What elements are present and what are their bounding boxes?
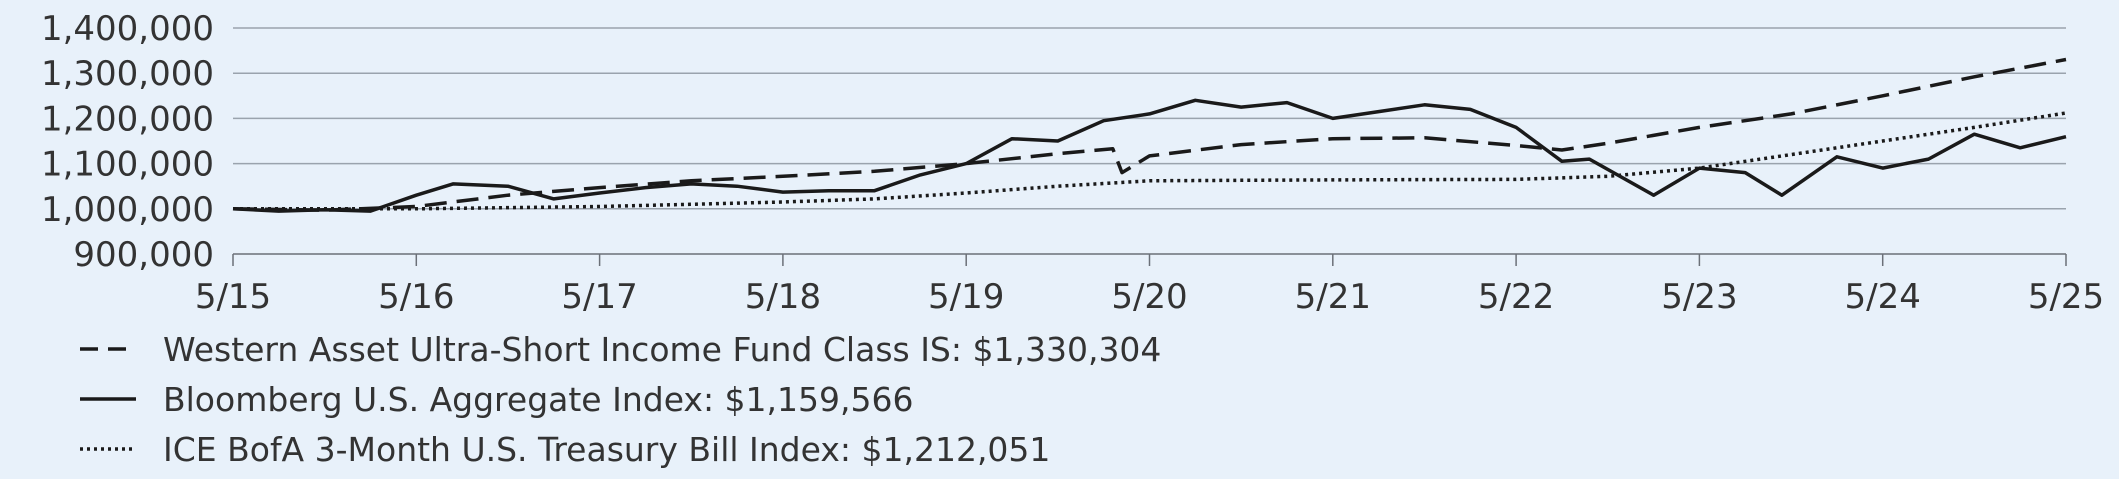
x-tick-label: 5/25: [2028, 277, 2104, 317]
y-axis-labels: 900,000 1,000,000 1,100,000 1,200,000 1,300,…: [41, 9, 214, 275]
legend-label: ICE BofA 3-Month U.S. Treasury Bill Inde…: [163, 430, 1050, 469]
x-tick-label: 5/19: [928, 277, 1004, 317]
x-tick-label: 5/24: [1845, 277, 1921, 317]
x-tick-label: 5/21: [1295, 277, 1371, 317]
x-tick-label: 5/16: [378, 277, 454, 317]
y-tick-label: 900,000: [73, 235, 214, 275]
series-line-solid: [232, 98, 2067, 213]
y-tick-label: 1,000,000: [41, 190, 214, 230]
x-axis-labels: 5/15 5/16 5/17 5/18 5/19 5/20 5/21 5/22 5/23 5/24…: [195, 277, 2104, 317]
x-tick-label: 5/23: [1661, 277, 1737, 317]
y-tick-label: 1,300,000: [41, 54, 214, 94]
legend: Western Asset Ultra-Short Income Fund Cl…: [80, 330, 1161, 469]
y-tick-label: 1,200,000: [41, 99, 214, 139]
series-lines: [232, 57, 2067, 213]
series-line-dotted: [233, 111, 2067, 211]
legend-label: Bloomberg U.S. Aggregate Index: $1,159,5…: [163, 380, 914, 419]
x-tick-label: 5/18: [745, 277, 821, 317]
x-tick-label: 5/17: [561, 277, 637, 317]
legend-label: Western Asset Ultra-Short Income Fund Cl…: [163, 330, 1161, 369]
x-tick-label: 5/22: [1478, 277, 1554, 317]
y-tick-label: 1,400,000: [41, 9, 214, 49]
x-tick-label: 5/20: [1111, 277, 1187, 317]
y-tick-label: 1,100,000: [41, 145, 214, 185]
x-axis-ticks: [232, 254, 2067, 266]
x-tick-label: 5/15: [195, 277, 271, 317]
grid-lines: [233, 27, 2066, 255]
series-line-dashed: [232, 57, 2067, 212]
